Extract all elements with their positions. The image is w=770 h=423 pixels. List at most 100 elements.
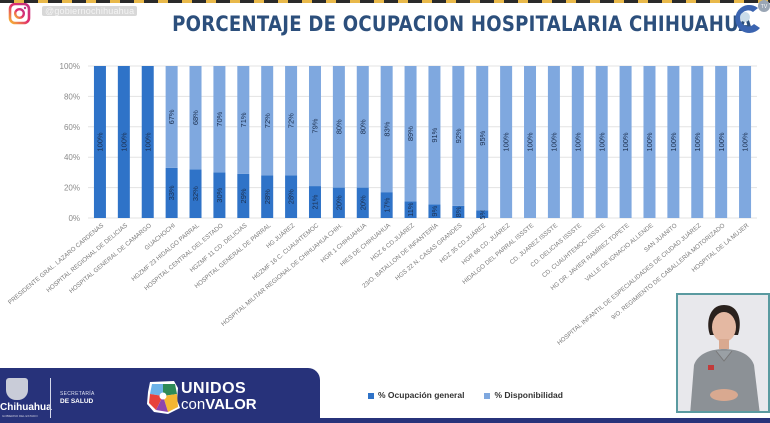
bar-disponibilidad — [189, 66, 202, 170]
state-name: Chihuahua — [0, 402, 52, 413]
data-label-disponibilidad: 89% — [406, 126, 415, 141]
bar-disponibilidad — [571, 66, 584, 218]
state-crest-icon — [6, 378, 28, 400]
bar-disponibilidad — [595, 66, 608, 218]
bar-ocupacion — [237, 173, 250, 218]
data-label-disponibilidad: 100% — [645, 132, 654, 152]
legend-label-disponibilidad: % Disponibilidad — [494, 390, 563, 400]
bar-disponibilidad — [237, 66, 250, 174]
top-decorative-strip — [0, 0, 770, 3]
data-label-ocupacion: 8% — [454, 206, 463, 217]
bar-disponibilidad — [380, 66, 393, 193]
bar-disponibilidad — [356, 66, 369, 188]
bar-disponibilidad — [715, 66, 728, 218]
brand-line1: UNIDOS — [181, 380, 247, 397]
bar-ocupacion — [189, 169, 202, 218]
bar-disponibilidad — [667, 66, 680, 218]
data-label-disponibilidad: 83% — [382, 121, 391, 136]
bar-disponibilidad — [476, 66, 489, 211]
bar-disponibilidad — [500, 66, 513, 218]
data-label-disponibilidad: 95% — [478, 130, 487, 145]
bar-ocupacion — [117, 66, 130, 218]
data-label-disponibilidad: 100% — [621, 132, 630, 152]
data-label-ocupacion: 100% — [119, 132, 128, 152]
data-label-ocupacion: 33% — [167, 185, 176, 200]
data-label-ocupacion: 100% — [96, 132, 105, 152]
brand-line2-bold: VALOR — [205, 396, 257, 413]
brand-line2: conVALOR — [181, 396, 257, 413]
chart-legend: % Ocupación general % Disponibilidad — [368, 390, 563, 400]
legend-item-ocupacion: % Ocupación general — [368, 390, 464, 400]
bar-disponibilidad — [213, 66, 226, 173]
bar-ocupacion — [213, 172, 226, 218]
social-handle: @gobiernochihuahua — [42, 6, 138, 16]
data-label-disponibilidad: 80% — [334, 119, 343, 134]
data-label-disponibilidad: 100% — [502, 132, 511, 152]
bar-ocupacion — [261, 175, 274, 218]
legend-swatch-disponibilidad — [484, 392, 491, 399]
bar-disponibilidad — [524, 66, 537, 218]
data-label-disponibilidad: 100% — [597, 132, 606, 152]
bar-ocupacion — [356, 187, 369, 218]
y-tick-label: 20% — [64, 184, 80, 193]
bar-ocupacion — [404, 201, 417, 218]
data-label-disponibilidad: 100% — [693, 132, 702, 152]
legend-swatch-ocupacion — [368, 392, 374, 399]
bar-disponibilidad — [332, 66, 345, 188]
data-label-ocupacion: 20% — [334, 195, 343, 210]
tv-channel-logo: TV — [735, 0, 770, 33]
data-label-disponibilidad: 70% — [215, 111, 224, 126]
secretaria-line1: SECRETARÍA — [60, 391, 95, 397]
footer-divider — [50, 378, 51, 418]
bar-disponibilidad — [165, 66, 178, 168]
bar-ocupacion — [165, 167, 178, 218]
bar-ocupacion — [285, 175, 298, 218]
data-label-ocupacion: 28% — [287, 189, 296, 204]
data-label-ocupacion: 20% — [358, 195, 367, 210]
bar-disponibilidad — [261, 66, 274, 176]
tv-logo-text: TV — [761, 4, 768, 10]
data-label-ocupacion: 17% — [382, 197, 391, 212]
bar-ocupacion — [476, 210, 489, 218]
y-tick-label: 40% — [64, 153, 80, 162]
y-tick-label: 80% — [64, 92, 80, 101]
bar-ocupacion — [380, 192, 393, 218]
chihuahua-map-logo — [147, 381, 180, 414]
data-label-disponibilidad: 100% — [573, 132, 582, 152]
legend-item-disponibilidad: % Disponibilidad — [484, 390, 563, 400]
chart-gridlines — [88, 65, 757, 219]
bar-disponibilidad — [285, 66, 298, 176]
data-label-disponibilidad: 100% — [669, 132, 678, 152]
data-label-disponibilidad: 71% — [239, 112, 248, 127]
brand-line2-light: con — [181, 396, 206, 413]
bar-ocupacion — [452, 205, 465, 218]
bar-disponibilidad — [404, 66, 417, 202]
bar-disponibilidad — [547, 66, 560, 218]
y-tick-label: 60% — [64, 123, 80, 132]
data-label-ocupacion: 5% — [478, 208, 487, 219]
bar-ocupacion — [332, 187, 345, 218]
x-axis-labels: PRESIDENTE GRAL. LAZARO CARDENASHOSPITAL… — [7, 222, 751, 347]
data-label-ocupacion: 100% — [143, 132, 152, 152]
data-label-disponibilidad: 72% — [287, 113, 296, 128]
data-label-disponibilidad: 100% — [550, 132, 559, 152]
data-label-disponibilidad: 80% — [358, 119, 367, 134]
data-label-ocupacion: 28% — [263, 189, 272, 204]
presenter-image — [678, 295, 768, 411]
data-label-disponibilidad: 72% — [263, 113, 272, 128]
legend-label-ocupacion: % Ocupación general — [378, 390, 465, 400]
stacked-bar-chart: 0% 20% 40% 60% 80% 100% 100% 100% 100% 33% 67% 32%… — [7, 62, 757, 347]
bar-ocupacion — [428, 204, 441, 218]
bar-disponibilidad — [452, 66, 465, 206]
data-label-ocupacion: 21% — [311, 194, 320, 209]
bar-disponibilidad — [643, 66, 656, 218]
data-label-disponibilidad: 79% — [311, 118, 320, 133]
x-tick-label: PRESIDENTE GRAL. LAZARO CARDENAS — [7, 222, 105, 306]
bar-disponibilidad — [619, 66, 632, 218]
bar-ocupacion — [141, 66, 154, 218]
y-tick-label: 0% — [68, 214, 80, 223]
y-tick-label: 100% — [60, 62, 80, 71]
data-label-ocupacion: 11% — [406, 202, 415, 217]
bar-disponibilidad — [428, 66, 441, 205]
data-label-ocupacion: 29% — [239, 188, 248, 203]
